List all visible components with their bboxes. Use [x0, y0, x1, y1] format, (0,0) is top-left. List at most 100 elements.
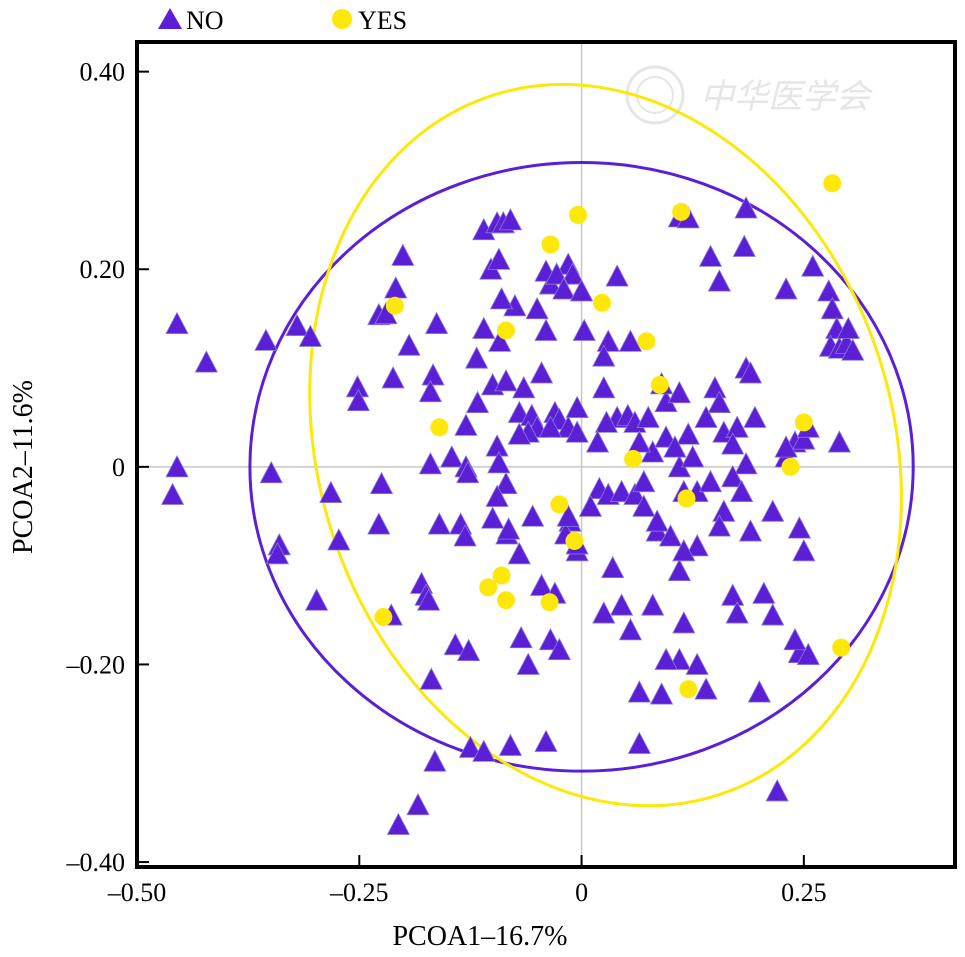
- legend-marker-yes: [332, 9, 352, 29]
- data-point-no: [721, 583, 745, 606]
- data-point-no: [480, 506, 505, 529]
- data-point-no: [694, 677, 718, 700]
- data-point-no: [774, 277, 798, 300]
- data-point-no: [703, 375, 727, 399]
- data-point-no: [485, 434, 509, 457]
- data-point-no: [485, 484, 509, 507]
- data-point-no: [327, 528, 351, 551]
- data-point-no: [494, 369, 518, 392]
- data-point-no: [654, 647, 678, 670]
- data-point-no: [672, 611, 696, 634]
- data-point-no: [601, 555, 625, 579]
- data-point-no: [765, 779, 789, 802]
- data-point-no: [594, 410, 619, 433]
- data-point-no: [605, 264, 629, 287]
- data-point-no: [698, 469, 723, 493]
- data-point-no: [453, 524, 477, 547]
- data-point-no: [649, 682, 674, 705]
- data-point-no: [367, 512, 391, 535]
- data-point-no: [265, 541, 290, 565]
- watermark-seal-icon: [625, 65, 685, 125]
- data-point-no: [592, 375, 616, 399]
- data-point-no: [738, 361, 763, 384]
- data-point-yes: [624, 449, 643, 468]
- data-point-no: [165, 454, 189, 478]
- data-point-no: [676, 422, 700, 445]
- y-tick-label: –0.20: [66, 650, 126, 679]
- data-point-no: [319, 480, 343, 503]
- data-point-yes: [374, 608, 393, 627]
- data-point-no: [456, 638, 481, 662]
- data-point-no: [418, 379, 443, 403]
- confidence-ellipse-no: [248, 161, 915, 773]
- data-point-no: [792, 427, 816, 450]
- data-point-no: [509, 625, 533, 649]
- data-point-no: [734, 452, 758, 475]
- data-point-yes: [593, 293, 612, 312]
- legend-marker-no: [158, 8, 182, 29]
- data-point-yes: [569, 205, 588, 224]
- data-point-no: [498, 207, 523, 231]
- plot-frame: [135, 40, 957, 869]
- data-point-no: [496, 517, 521, 540]
- data-point-no: [796, 642, 820, 665]
- data-point-no: [827, 430, 852, 453]
- data-point-no: [623, 482, 647, 505]
- data-point-no: [801, 254, 825, 277]
- data-point-yes: [832, 638, 851, 657]
- data-point-no: [552, 277, 576, 300]
- data-point-no: [160, 482, 185, 505]
- data-point-no: [787, 516, 812, 539]
- data-point-no: [761, 603, 785, 626]
- data-point-yes: [479, 578, 498, 597]
- data-point-no: [525, 296, 549, 320]
- data-point-no: [534, 729, 558, 752]
- data-point-no: [747, 680, 772, 703]
- data-point-no: [712, 499, 736, 522]
- y-tick-label: 0.20: [80, 255, 126, 284]
- data-point-no: [498, 733, 523, 756]
- data-point-no: [421, 363, 445, 386]
- data-point-no: [627, 430, 652, 453]
- data-point-no: [465, 390, 490, 414]
- data-point-no: [732, 234, 756, 257]
- data-point-no: [165, 311, 189, 334]
- data-point-no: [685, 652, 709, 675]
- data-point-no: [836, 316, 860, 339]
- data-point-no: [561, 262, 585, 285]
- x-tick-label: 0: [575, 878, 588, 907]
- data-point-no: [516, 652, 540, 675]
- data-point-no: [817, 279, 841, 302]
- data-point-no: [667, 380, 692, 404]
- data-point-no: [488, 329, 512, 352]
- data-point-no: [596, 329, 620, 352]
- data-point-no: [529, 573, 554, 596]
- data-point-no: [694, 405, 718, 428]
- data-point-no: [259, 460, 283, 484]
- legend-label-yes: YES: [358, 6, 407, 35]
- data-point-yes: [541, 235, 560, 254]
- data-point-no: [454, 413, 478, 436]
- data-point-no: [346, 388, 371, 412]
- data-point-no: [472, 739, 496, 762]
- data-point-no: [645, 509, 669, 532]
- data-point-no: [627, 680, 652, 703]
- data-point-no: [512, 375, 536, 399]
- data-point-no: [578, 494, 603, 517]
- data-point-yes: [781, 457, 800, 476]
- data-point-no: [391, 243, 415, 266]
- data-point-no: [427, 512, 451, 535]
- data-point-no: [423, 749, 447, 772]
- data-point-yes: [565, 531, 584, 550]
- data-point-no: [529, 361, 554, 384]
- data-point-no: [443, 632, 467, 656]
- data-point-no: [707, 514, 732, 537]
- watermark: 中华医学会: [625, 65, 874, 125]
- data-point-yes: [496, 591, 515, 610]
- data-point-no: [698, 244, 723, 267]
- data-point-no: [820, 296, 844, 320]
- data-point-no: [507, 541, 531, 565]
- data-point-no: [556, 504, 580, 527]
- data-point-no: [285, 313, 309, 336]
- data-point-no: [721, 464, 745, 488]
